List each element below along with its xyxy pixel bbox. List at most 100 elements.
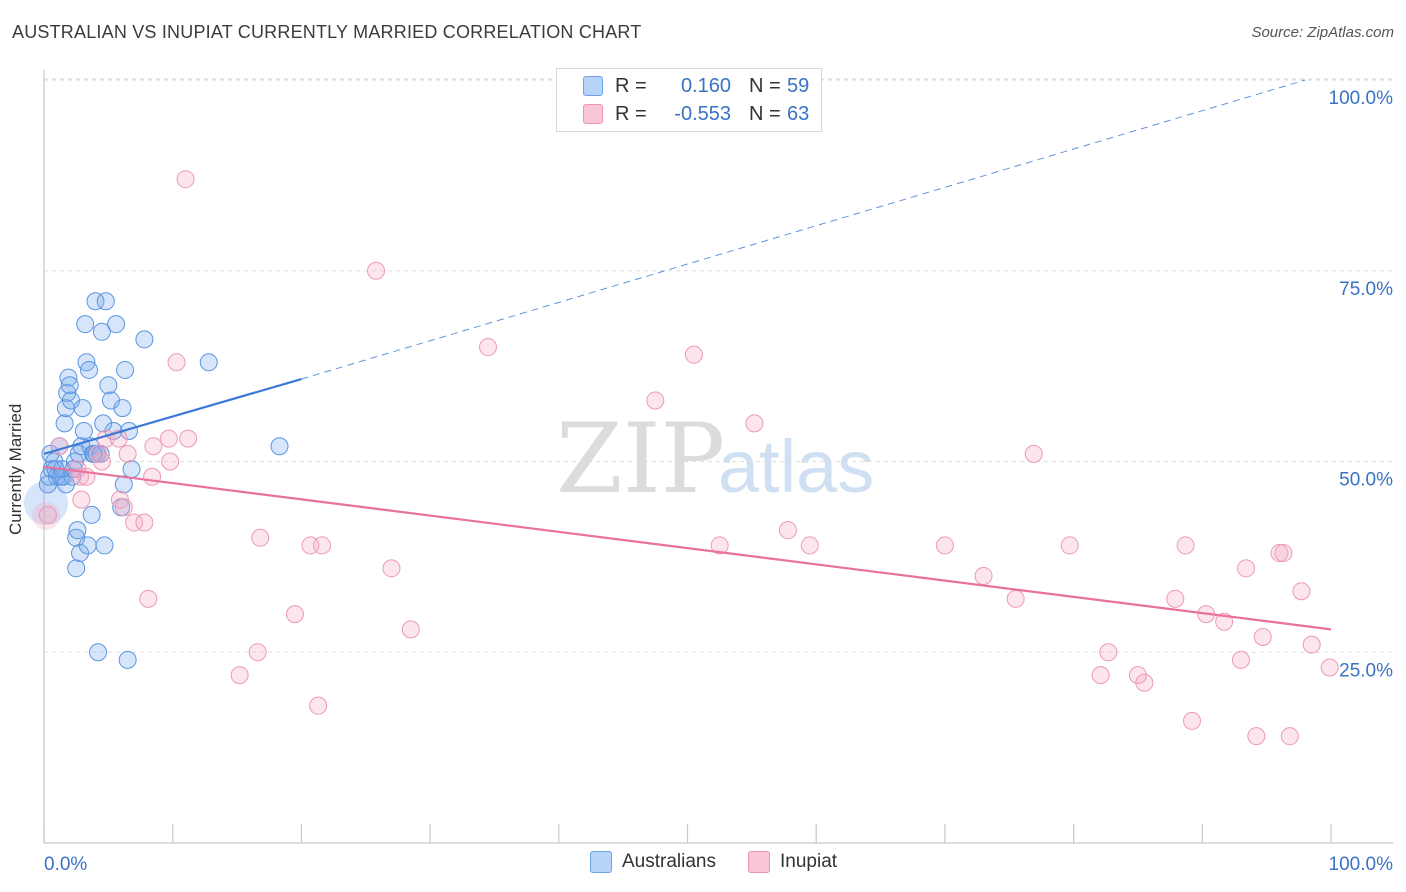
point-inupiat	[974, 566, 993, 585]
series-label-australians: Australians	[622, 851, 716, 872]
legend-r-label: R =	[615, 74, 647, 97]
legend-n-label: N =	[749, 102, 781, 125]
point-inupiat	[114, 498, 133, 517]
series-swatch-inupiat	[748, 851, 770, 873]
point-australians	[270, 437, 289, 456]
point-australians	[94, 414, 113, 433]
point-inupiat	[1274, 544, 1293, 563]
point-inupiat	[144, 437, 163, 456]
point-inupiat	[285, 605, 304, 624]
point-inupiat	[1253, 627, 1272, 646]
legend-n-label: N =	[749, 74, 781, 97]
point-inupiat	[143, 467, 162, 486]
point-inupiat	[38, 505, 57, 524]
x-tick-label-min: 0.0%	[44, 854, 87, 875]
point-inupiat	[367, 261, 386, 280]
point-inupiat	[778, 521, 797, 540]
point-australians	[92, 322, 111, 341]
point-inupiat	[1280, 727, 1299, 746]
point-inupiat	[382, 559, 401, 578]
point-inupiat	[161, 452, 180, 471]
point-inupiat	[1060, 536, 1079, 555]
point-inupiat	[118, 444, 137, 463]
point-inupiat	[800, 536, 819, 555]
point-inupiat	[309, 696, 328, 715]
series-legend-inupiat[interactable]: Inupiat	[748, 851, 837, 873]
x-tick-label-max: 100.0%	[1329, 854, 1394, 875]
y-tick-label: 50.0%	[1339, 470, 1393, 491]
legend-swatch-inupiat	[583, 104, 603, 124]
point-inupiat	[135, 513, 154, 532]
point-australians	[199, 353, 218, 372]
point-inupiat	[401, 620, 420, 639]
point-inupiat	[1024, 444, 1043, 463]
point-inupiat	[1231, 650, 1250, 669]
correlation-legend: R = 0.160 N = 59 R = -0.553 N = 63	[556, 68, 822, 132]
point-australians	[99, 376, 118, 395]
point-inupiat	[745, 414, 764, 433]
point-inupiat	[1237, 559, 1256, 578]
y-axis-label: Currently Married	[6, 403, 25, 535]
point-australians	[80, 360, 99, 379]
point-inupiat	[1166, 589, 1185, 608]
point-australians	[78, 536, 97, 555]
legend-r-label: R =	[615, 102, 647, 125]
point-inupiat	[1006, 589, 1025, 608]
watermark-zip: ZIP	[556, 403, 725, 515]
point-australians	[122, 460, 141, 479]
point-australians	[76, 315, 95, 334]
point-australians	[60, 376, 79, 395]
legend-row-australians: R = 0.160 N = 59	[557, 73, 809, 99]
point-australians	[135, 330, 154, 349]
point-inupiat	[312, 536, 331, 555]
point-inupiat	[684, 345, 703, 364]
point-inupiat	[1292, 582, 1311, 601]
trendline-australians	[43, 378, 302, 455]
chart-title: AUSTRALIAN VS INUPIAT CURRENTLY MARRIED …	[12, 22, 642, 42]
y-tick-label: 75.0%	[1339, 279, 1393, 300]
point-australians	[118, 650, 137, 669]
series-label-inupiat: Inupiat	[780, 851, 838, 872]
point-australians	[89, 643, 108, 662]
y-tick-label: 100.0%	[1329, 88, 1394, 109]
point-inupiat	[230, 666, 249, 685]
point-inupiat	[167, 353, 186, 372]
point-inupiat	[1099, 643, 1118, 662]
point-inupiat	[248, 643, 267, 662]
point-australians	[74, 421, 93, 440]
point-inupiat	[646, 391, 665, 410]
point-inupiat	[1128, 666, 1147, 685]
cluster-blob-inupiat	[32, 502, 60, 530]
point-australians	[116, 360, 135, 379]
legend-swatch-australians	[583, 76, 603, 96]
point-australians	[95, 536, 114, 555]
legend-n-value: 63	[787, 102, 810, 125]
legend-r-value: -0.553	[674, 102, 731, 125]
legend-r-value: 0.160	[680, 74, 731, 97]
point-australians	[82, 505, 101, 524]
point-australians	[107, 315, 126, 334]
point-inupiat	[1176, 536, 1195, 555]
point-australians	[68, 521, 87, 540]
point-inupiat	[72, 490, 91, 509]
series-swatch-australians	[590, 851, 612, 873]
point-inupiat	[1302, 635, 1321, 654]
trendline-inupiat	[43, 465, 1332, 631]
point-inupiat	[479, 338, 498, 357]
series-legend-australians[interactable]: Australians	[590, 851, 716, 873]
legend-row-inupiat: R = -0.553 N = 63	[557, 101, 809, 127]
point-australians	[85, 444, 104, 463]
legend-n-value: 59	[787, 74, 810, 97]
point-inupiat	[710, 536, 729, 555]
point-australians	[86, 292, 105, 311]
point-inupiat	[1091, 666, 1110, 685]
point-australians	[96, 292, 115, 311]
point-australians	[71, 544, 90, 563]
point-inupiat	[176, 170, 195, 189]
cluster-blob-australians	[24, 481, 68, 525]
point-inupiat	[935, 536, 954, 555]
point-inupiat	[1270, 544, 1289, 563]
point-inupiat	[139, 589, 158, 608]
point-inupiat	[1135, 673, 1154, 692]
point-australians	[55, 414, 74, 433]
